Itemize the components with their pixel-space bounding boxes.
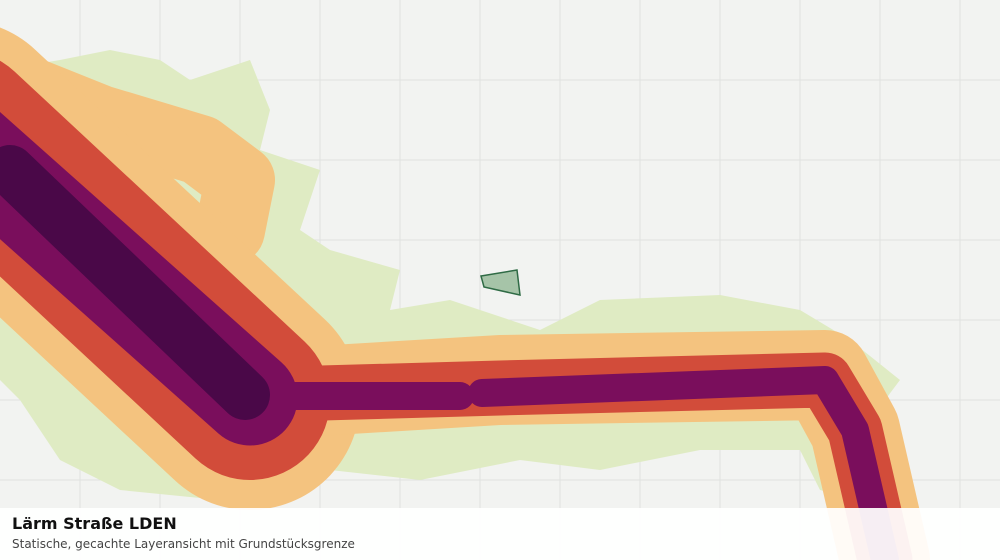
noise-zone-extreme [0, 145, 270, 420]
noise-zone-very-high [236, 366, 899, 560]
layer-subtitle: Statische, gecachte Layeransicht mit Gru… [12, 537, 355, 551]
parcel-boundary[interactable] [480, 269, 521, 296]
info-panel [0, 508, 1000, 560]
layer-title: Lärm Straße LDEN [12, 514, 177, 533]
